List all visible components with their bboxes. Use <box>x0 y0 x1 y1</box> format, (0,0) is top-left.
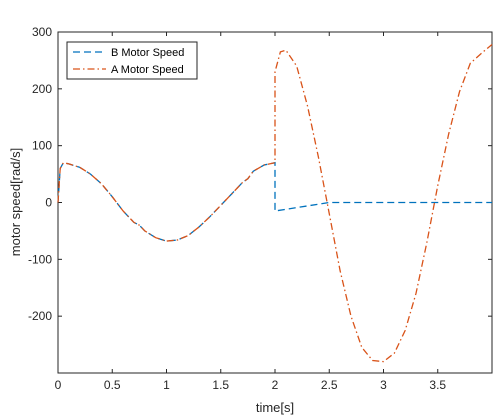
series-layer <box>57 44 493 363</box>
x-axis-label: time[s] <box>256 400 294 415</box>
x-axis: 0 0.5 1 1.5 2 2.5 3 3.5 <box>55 32 446 392</box>
legend-label-b-motor-speed: B Motor Speed <box>111 47 184 59</box>
y-tick-label: -200 <box>28 309 52 323</box>
x-tick-label: 2 <box>272 378 279 392</box>
x-tick-label: 3 <box>380 378 387 392</box>
series-line-a-motor-speed <box>57 44 493 363</box>
y-axis: -200 -100 0 100 200 300 <box>28 25 492 323</box>
x-tick-label: 2.5 <box>321 378 338 392</box>
y-tick-label: 0 <box>45 196 52 210</box>
x-tick-label: 1.5 <box>212 378 229 392</box>
x-tick-label: 3.5 <box>429 378 446 392</box>
x-tick-label: 0.5 <box>104 378 121 392</box>
x-tick-label: 0 <box>55 378 62 392</box>
plot-area <box>57 31 493 374</box>
y-tick-label: -100 <box>28 252 52 266</box>
x-tick-label: 1 <box>163 378 170 392</box>
y-tick-label: 100 <box>32 139 52 153</box>
y-tick-label: 200 <box>32 82 52 96</box>
y-tick-label: 300 <box>32 25 52 39</box>
legend-label-a-motor-speed: A Motor Speed <box>111 64 184 76</box>
legend-box <box>66 41 198 80</box>
y-axis-label: motor speed[rad/s] <box>8 148 23 256</box>
legend: B Motor Speed A Motor Speed <box>66 41 198 80</box>
